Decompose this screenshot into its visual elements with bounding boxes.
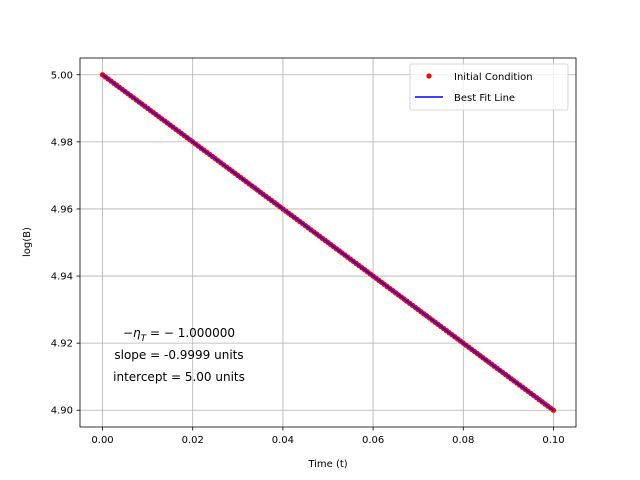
- x-tick-label: 0.10: [542, 435, 564, 446]
- legend-label-best-fit: Best Fit Line: [454, 93, 515, 104]
- x-tick-label: 0.00: [91, 435, 113, 446]
- legend-marker-initial-condition: [426, 73, 432, 79]
- x-tick-label: 0.04: [272, 435, 294, 446]
- annotation-block: −ηT = − 1.000000 slope = -0.9999 units i…: [113, 326, 245, 384]
- ticks: 0.00 0.02 0.04 0.06 0.08 0.10 4.90 4.92 4.94 4.96…: [51, 70, 565, 446]
- y-tick-label: 4.90: [51, 406, 73, 417]
- annotation-slope: slope = -0.9999 units: [114, 348, 243, 362]
- annotation-eta-value: = − 1.000000: [146, 326, 235, 340]
- annotation-intercept: intercept = 5.00 units: [113, 370, 245, 384]
- series-best-fit-line: [102, 74, 554, 411]
- series-layer: [99, 72, 557, 413]
- y-tick-label: 4.94: [51, 272, 73, 283]
- annotation-eta: −ηT = − 1.000000: [123, 326, 235, 344]
- y-tick-label: 5.00: [51, 70, 73, 81]
- x-tick-label: 0.08: [452, 435, 474, 446]
- y-axis-label: log(B): [22, 227, 33, 257]
- legend: Initial Condition Best Fit Line: [409, 63, 569, 111]
- plot-frame: [79, 57, 577, 428]
- x-tick-label: 0.06: [362, 435, 384, 446]
- grid: [80, 58, 576, 427]
- legend-box: [409, 63, 569, 111]
- x-axis-label: Time (t): [307, 459, 347, 470]
- annotation-eta-prefix: −η: [123, 326, 141, 340]
- y-tick-label: 4.92: [51, 339, 73, 350]
- legend-label-initial-condition: Initial Condition: [454, 72, 533, 83]
- y-tick-label: 4.96: [51, 204, 73, 215]
- x-tick-label: 0.02: [182, 435, 204, 446]
- y-tick-label: 4.98: [51, 137, 73, 148]
- annotation-eta-subscript: T: [141, 334, 148, 344]
